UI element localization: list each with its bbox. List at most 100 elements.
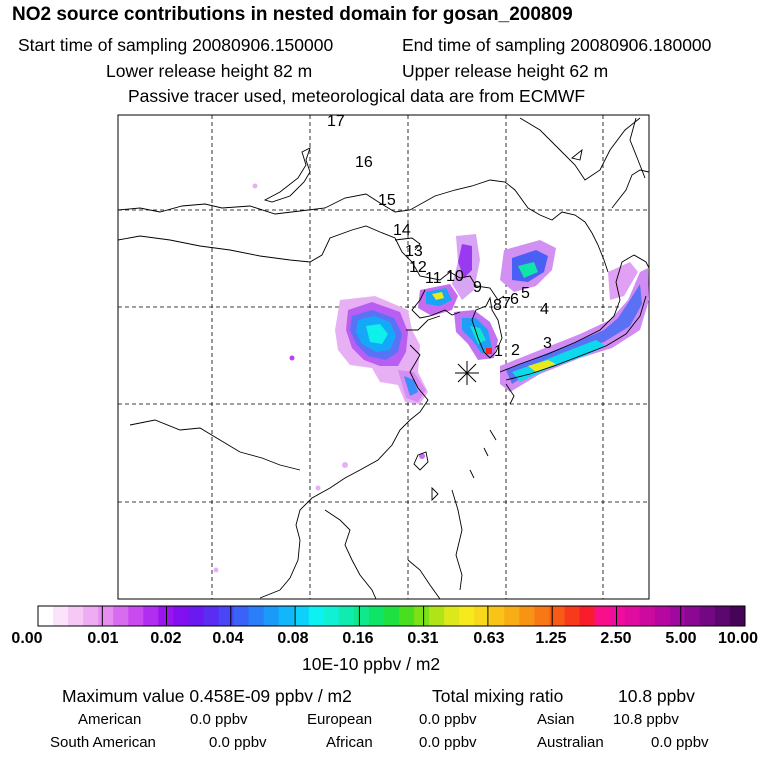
map-title: NO2 source contributions in nested domai… <box>12 4 573 25</box>
region-name-australian: Australian <box>537 734 604 751</box>
colorbar-cell <box>594 606 611 626</box>
colorbar-cell <box>729 606 746 626</box>
emission-plume-layer <box>213 183 649 573</box>
colorbar-cell <box>519 606 535 626</box>
colorbar-cell <box>68 606 84 626</box>
colorbar-cell <box>714 606 731 626</box>
colorbar-cell <box>263 606 280 626</box>
colorbar-cell <box>549 606 565 626</box>
colorbar-cell <box>143 606 159 626</box>
region-value-african: 0.0 ppbv <box>419 734 477 751</box>
upper-release-label: Upper release height 62 m <box>402 61 609 81</box>
colorbar-cell <box>248 606 265 626</box>
colorbar-tick-1: 0.01 <box>87 630 119 647</box>
colorbar-cell <box>504 606 520 626</box>
traj-label-14: 14 <box>393 222 411 239</box>
traj-label-13: 13 <box>405 243 423 260</box>
colorbar-cell <box>293 606 310 626</box>
trajectory-labels: 1 2 3 4 5 6 7 8 9 10 11 12 13 14 15 16 1… <box>327 113 552 360</box>
traj-label-2: 2 <box>511 342 520 359</box>
region-name-south-american: South American <box>50 734 156 751</box>
colorbar-cell <box>383 606 400 626</box>
receptor-star-icon <box>455 361 479 385</box>
colorbar-tick-3: 0.04 <box>212 630 244 647</box>
colorbar-tick-11: 10.00 <box>717 630 759 647</box>
total-mixing-value: 10.8 ppbv <box>618 686 695 706</box>
colorbar-cell <box>353 606 370 626</box>
colorbar-cell <box>414 606 430 626</box>
traj-label-11: 11 <box>425 270 442 287</box>
region-value-european: 0.0 ppbv <box>419 711 477 728</box>
colorbar-cell <box>53 606 69 626</box>
traj-label-16: 16 <box>355 154 373 171</box>
colorbar-cell <box>429 606 445 626</box>
max-value-label: Maximum value 0.458E-09 ppbv / m2 <box>62 686 352 706</box>
traj-label-15: 15 <box>378 192 396 209</box>
coastlines <box>118 117 649 599</box>
colorbar-cell <box>338 606 355 626</box>
colorbar-tick-10: 5.00 <box>665 630 697 647</box>
traj-label-17: 17 <box>327 113 345 130</box>
colorbar-cell <box>624 606 641 626</box>
colorbar-cell <box>579 606 596 626</box>
region-name-european: European <box>307 711 373 728</box>
region-name-american: American <box>78 711 142 728</box>
colorbar-tick-6: 0.31 <box>407 630 439 647</box>
traj-label-4: 4 <box>540 301 549 318</box>
colorbar-cell <box>654 606 671 626</box>
colorbar-cell <box>113 606 129 626</box>
colorbar-cell <box>128 606 144 626</box>
colorbar-cell <box>188 606 204 626</box>
tracer-note: Passive tracer used, meteorological data… <box>128 86 586 106</box>
colorbar-cell <box>173 606 189 626</box>
colorbar-cell <box>368 606 385 626</box>
traj-label-8: 8 <box>493 297 502 314</box>
region-value-south-american: 0.0 ppbv <box>209 734 267 751</box>
region-value-asian: 10.8 ppbv <box>613 711 679 728</box>
colorbar-tick-7: 0.63 <box>473 630 505 647</box>
colorbar-cell <box>639 606 656 626</box>
colorbar-cell <box>459 606 475 626</box>
start-time-label: Start time of sampling 20080906.150000 <box>18 35 334 55</box>
colorbar-tick-5: 0.16 <box>342 630 374 647</box>
traj-label-9: 9 <box>473 279 482 296</box>
colorbar-cell <box>278 606 295 626</box>
colorbar-tick-4: 0.08 <box>277 630 309 647</box>
colorbar-cell <box>534 606 550 626</box>
region-value-australian: 0.0 ppbv <box>651 734 709 751</box>
colorbar-unit: 10E-10 ppbv / m2 <box>302 654 441 674</box>
lower-release-label: Lower release height 82 m <box>106 61 313 81</box>
colorbar-cell <box>699 606 716 626</box>
colorbar-tick-2: 0.02 <box>150 630 182 647</box>
colorbar-cell <box>83 606 99 626</box>
colorbar-cell <box>399 606 415 626</box>
traj-label-3: 3 <box>543 335 552 352</box>
colorbar-cell <box>233 606 250 626</box>
traj-label-7: 7 <box>502 295 511 312</box>
region-name-african: African <box>326 734 373 751</box>
end-time-label: End time of sampling 20080906.180000 <box>402 35 712 55</box>
colorbar-cell <box>564 606 581 626</box>
traj-label-5: 5 <box>521 285 530 302</box>
colorbar-cell <box>98 606 114 626</box>
colorbar-cell <box>203 606 220 626</box>
traj-label-1: 1 <box>494 343 503 360</box>
colorbar-cell <box>218 606 235 626</box>
colorbar-cell <box>669 606 686 626</box>
colorbar-tick-0: 0.00 <box>11 630 43 647</box>
traj-label-6: 6 <box>510 291 519 308</box>
traj-label-10: 10 <box>446 268 464 285</box>
region-name-asian: Asian <box>537 711 575 728</box>
colorbar-cell <box>489 606 505 626</box>
region-value-american: 0.0 ppbv <box>190 711 248 728</box>
colorbar-cell <box>323 606 340 626</box>
colorbar-tick-8: 1.25 <box>535 630 567 647</box>
colorbar-cell <box>474 606 490 626</box>
total-mixing-label: Total mixing ratio <box>432 686 564 706</box>
colorbar-cell <box>38 606 54 626</box>
colorbar-cell <box>308 606 325 626</box>
colorbar-cell <box>684 606 701 626</box>
colorbar-cell <box>444 606 460 626</box>
